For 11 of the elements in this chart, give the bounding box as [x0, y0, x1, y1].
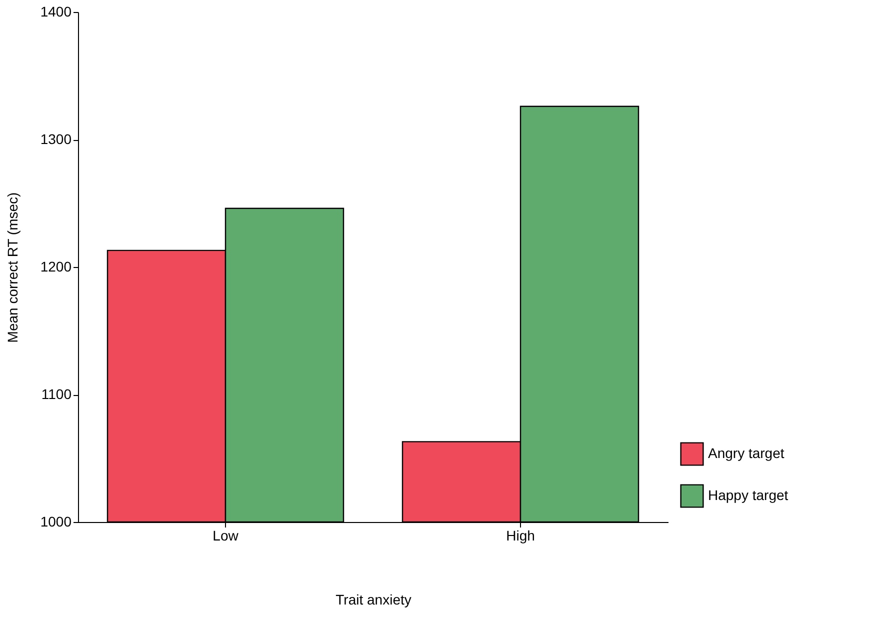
y-tick-label: 1400	[40, 4, 72, 20]
y-axis-title: Mean correct RT (msec)	[4, 192, 20, 343]
y-tick-label: 1100	[41, 386, 72, 402]
y-tick-label: 1000	[40, 514, 72, 530]
y-tick-label: 1200	[40, 258, 72, 274]
x-tick-label: Low	[212, 528, 240, 544]
x-tick-label: High	[506, 528, 535, 544]
legend-label: Happy target	[708, 487, 788, 503]
x-axis-title: Trait anxiety	[336, 592, 412, 608]
y-tick-label: 1300	[40, 131, 72, 147]
legend-label: Angry target	[708, 445, 784, 461]
